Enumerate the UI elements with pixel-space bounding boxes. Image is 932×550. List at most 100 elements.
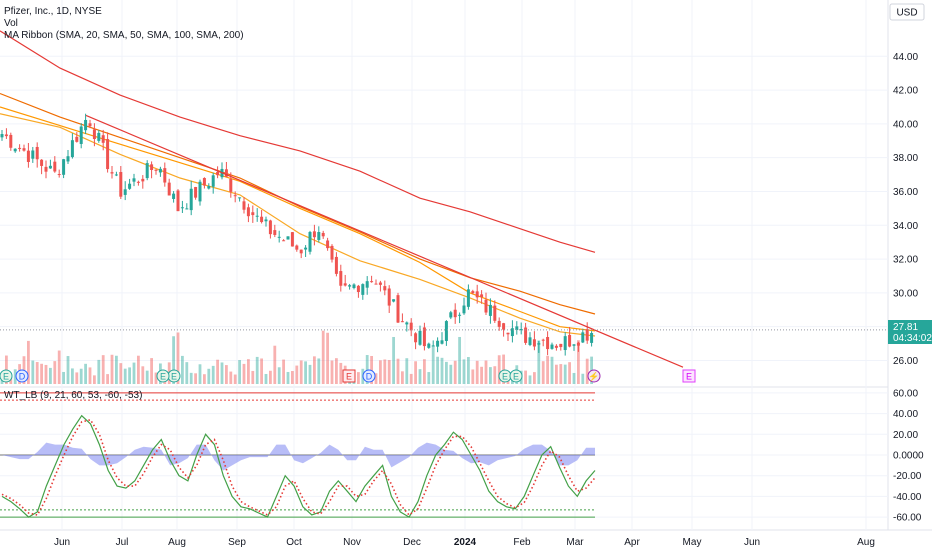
candle-body: [392, 299, 396, 302]
volume-bar: [563, 364, 567, 384]
volume-bar: [475, 360, 479, 384]
volume-bar: [370, 355, 373, 384]
volume-bar: [330, 360, 334, 384]
volume-bar: [150, 358, 153, 384]
time-tick-label: Jun: [54, 537, 70, 548]
candle-body: [0, 134, 4, 138]
candle-body: [4, 134, 8, 137]
price-tick-label: 42.00: [893, 86, 918, 97]
candle-body: [378, 282, 382, 285]
event-markers[interactable]: E D EE E D E E ⚡ E: [0, 369, 696, 383]
symbol-title[interactable]: Pfizer, Inc., 1D, NYSE: [4, 6, 102, 17]
volume-bar: [572, 372, 576, 384]
volume-bar: [137, 355, 140, 384]
event-marker-label: D: [19, 372, 26, 382]
volume-bar: [339, 362, 343, 384]
candle-body: [453, 309, 457, 318]
candle-body: [330, 245, 334, 260]
volume-bar: [541, 361, 545, 384]
volume-bar: [546, 355, 549, 384]
volume-bar: [79, 368, 83, 384]
candle-body: [475, 291, 479, 298]
candle-body: [57, 174, 61, 176]
osc-tick-label: 60.00: [893, 388, 918, 399]
volume-bar: [251, 370, 255, 384]
volume-bar: [132, 362, 136, 384]
candle-body: [202, 178, 206, 186]
candle-body: [312, 231, 316, 238]
candle-body: [440, 340, 444, 344]
osc-tick-label: -20.00: [893, 471, 922, 482]
volume-bar: [123, 368, 127, 384]
volume-bar: [185, 362, 189, 384]
volume-bar: [62, 371, 65, 384]
volume-bar: [559, 364, 563, 384]
candle-body: [436, 340, 440, 347]
candle-body: [53, 161, 57, 172]
candle-body: [194, 187, 198, 198]
volume-bar: [286, 371, 290, 384]
earnings-marker: [342, 369, 356, 383]
volume-bar: [335, 358, 338, 384]
trendline[interactable]: [85, 114, 684, 368]
candle-body: [581, 332, 585, 343]
candle-body: [502, 323, 506, 330]
bar-countdown: 04:34:02: [893, 333, 932, 344]
candle-body: [22, 148, 26, 151]
split-marker: [587, 369, 601, 383]
candle-body: [198, 181, 202, 202]
earnings-marker: [0, 369, 13, 383]
candle-body: [554, 345, 558, 348]
candle-body: [343, 283, 347, 286]
candle-body: [268, 220, 272, 235]
volume-bar: [533, 372, 536, 384]
candle-body: [576, 342, 580, 346]
volume-bar: [181, 355, 184, 384]
candle-body: [361, 284, 365, 295]
volume-bar: [445, 361, 448, 384]
currency-box[interactable]: [889, 3, 925, 21]
candle-body: [484, 299, 488, 313]
volume-legend[interactable]: Vol: [4, 18, 18, 29]
volume-bar: [269, 370, 272, 384]
volume-bar: [387, 360, 391, 384]
volume-bar: [233, 374, 237, 384]
candle-body: [317, 232, 321, 240]
time-tick-label: Nov: [343, 537, 361, 548]
candle-body: [295, 245, 299, 250]
volume-bar: [321, 330, 325, 384]
moving-average-ribbon: [0, 30, 596, 337]
volume-bar: [53, 361, 57, 384]
volume-bar: [396, 358, 400, 384]
volume-bar: [480, 366, 483, 384]
volume-bar: [502, 354, 505, 384]
ma-ribbon-legend[interactable]: MA Ribbon (SMA, 20, SMA, 50, SMA, 100, S…: [4, 30, 244, 41]
time-tick-label: May: [683, 537, 702, 548]
volume-bar: [489, 367, 492, 384]
candle-body: [326, 240, 330, 249]
time-tick-label: Aug: [168, 537, 186, 548]
candle-body: [370, 281, 374, 283]
event-marker-label: E: [171, 372, 177, 382]
event-marker-label: ⚡: [588, 371, 599, 383]
event-marker-label: E: [513, 372, 519, 382]
time-tick-label: Aug: [857, 537, 875, 548]
candle-body: [348, 285, 352, 287]
volume-bar: [308, 364, 312, 384]
candle-body: [123, 189, 127, 195]
volume-bar: [313, 356, 316, 384]
volume-bar: [128, 367, 131, 384]
currency-label: USD: [896, 8, 917, 19]
candle-body: [585, 329, 589, 341]
oscillator-legend[interactable]: WT_LB (9, 21, 60, 53, -60, -53): [4, 390, 142, 401]
candle-body: [383, 286, 387, 291]
candle-body: [273, 230, 277, 235]
candle-body: [537, 343, 541, 345]
time-tick-label: Oct: [286, 537, 302, 548]
time-axis-labels[interactable]: Jun Jul Aug Sep Oct Nov Dec 2024 Feb Mar Apr May Jun…: [54, 537, 875, 548]
candle-body: [189, 188, 193, 211]
price-tick-label: 32.00: [893, 255, 918, 266]
candle-body: [106, 139, 110, 170]
oscillator-axis-labels[interactable]: 60.00 40.00 20.00 0.0000 -20.00 -40.00 -60.00: [893, 388, 924, 523]
